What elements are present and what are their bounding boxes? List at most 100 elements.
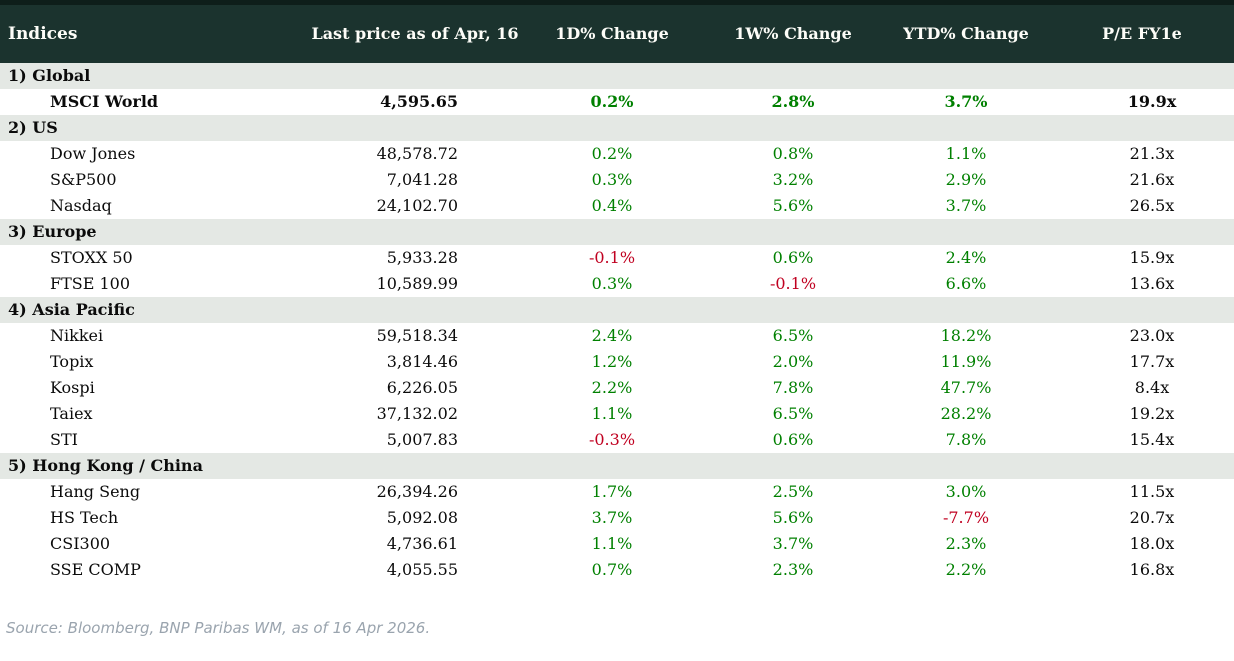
index-name-cell: Kospi [50, 378, 95, 397]
last-price-cell: 10,589.99 [376, 274, 458, 293]
index-name-cell: STOXX 50 [50, 248, 133, 267]
pe-fy1e-cell: 20.7x [1129, 508, 1175, 527]
pe-fy1e-cell: 21.6x [1129, 170, 1175, 189]
ytd-change-cell: 3.7% [945, 196, 987, 215]
column-header-1d-change: 1D% Change [555, 24, 669, 44]
ytd-change-cell: 2.2% [945, 560, 987, 579]
1d-change-cell: 0.3% [591, 274, 633, 293]
index-name-cell: Dow Jones [50, 144, 136, 163]
table-row: Topix 3,814.46 1.2% 2.0% 11.9% 17.7x [0, 348, 1234, 375]
last-price-cell: 6,226.05 [386, 378, 458, 397]
pe-fy1e-cell: 15.4x [1129, 430, 1175, 449]
index-name-cell: S&P500 [50, 170, 117, 189]
pe-fy1e-cell: 26.5x [1129, 196, 1175, 215]
ytd-change-cell: 18.2% [940, 326, 992, 345]
column-header-last-price: Last price as of Apr, 16 [311, 24, 519, 44]
1d-change-cell: 1.7% [591, 482, 633, 501]
1w-change-cell: 0.8% [772, 144, 814, 163]
index-name-cell: Taiex [50, 404, 93, 423]
ytd-change-cell: 47.7% [940, 378, 992, 397]
pe-fy1e-cell: 15.9x [1129, 248, 1175, 267]
index-name-cell: SSE COMP [50, 560, 141, 579]
last-price-cell: 3,814.46 [386, 352, 458, 371]
index-name-cell: Hang Seng [50, 482, 141, 501]
1d-change-cell: 0.2% [590, 92, 634, 111]
last-price-cell: 4,055.55 [386, 560, 458, 579]
column-header-pe-fy1e: P/E FY1e [1102, 24, 1182, 44]
table-row: Nasdaq 24,102.70 0.4% 5.6% 3.7% 26.5x [0, 192, 1234, 219]
section-row: 3) Europe [0, 218, 1234, 245]
index-name-cell: Nasdaq [50, 196, 112, 215]
section-label: 5) Hong Kong / China [8, 456, 203, 475]
section-row: 1) Global [0, 62, 1234, 89]
table-row: Taiex 37,132.02 1.1% 6.5% 28.2% 19.2x [0, 400, 1234, 427]
last-price-cell: 5,092.08 [386, 508, 458, 527]
table-row: Nikkei 59,518.34 2.4% 6.5% 18.2% 23.0x [0, 322, 1234, 349]
table-row: Hang Seng 26,394.26 1.7% 2.5% 3.0% 11.5x [0, 478, 1234, 505]
pe-fy1e-cell: 19.9x [1127, 92, 1177, 111]
index-name-cell: CSI300 [50, 534, 111, 553]
1d-change-cell: 0.2% [591, 144, 633, 163]
1w-change-cell: 5.6% [772, 508, 814, 527]
1w-change-cell: 3.7% [772, 534, 814, 553]
1w-change-cell: 0.6% [772, 248, 814, 267]
pe-fy1e-cell: 23.0x [1129, 326, 1175, 345]
section-row: 4) Asia Pacific [0, 296, 1234, 323]
last-price-cell: 37,132.02 [376, 404, 458, 423]
index-name-cell: FTSE 100 [50, 274, 131, 293]
1d-change-cell: 1.1% [591, 534, 633, 553]
1d-change-cell: -0.3% [588, 430, 636, 449]
last-price-cell: 48,578.72 [376, 144, 458, 163]
section-label: 4) Asia Pacific [8, 300, 135, 319]
source-note: Source: Bloomberg, BNP Paribas WM, as of… [6, 618, 431, 637]
table-row: S&P500 7,041.28 0.3% 3.2% 2.9% 21.6x [0, 166, 1234, 193]
ytd-change-cell: 28.2% [940, 404, 992, 423]
indices-page: Indices Last price as of Apr, 16 1D% Cha… [0, 2, 1234, 637]
1d-change-cell: 0.4% [591, 196, 633, 215]
ytd-change-cell: 3.7% [944, 92, 988, 111]
column-header-ytd-change: YTD% Change [903, 24, 1029, 44]
pe-fy1e-cell: 13.6x [1129, 274, 1175, 293]
pe-fy1e-cell: 16.8x [1129, 560, 1175, 579]
last-price-cell: 7,041.28 [386, 170, 458, 189]
pe-fy1e-cell: 8.4x [1134, 378, 1170, 397]
index-name-cell: STI [50, 430, 78, 449]
ytd-change-cell: 2.3% [945, 534, 987, 553]
pe-fy1e-cell: 21.3x [1129, 144, 1175, 163]
pe-fy1e-cell: 17.7x [1129, 352, 1175, 371]
table-row: MSCI World 4,595.65 0.2% 2.8% 3.7% 19.9x [0, 88, 1234, 115]
1w-change-cell: 3.2% [772, 170, 814, 189]
1d-change-cell: 1.2% [591, 352, 633, 371]
ytd-change-cell: 11.9% [940, 352, 992, 371]
1w-change-cell: 2.8% [771, 92, 815, 111]
1w-change-cell: -0.1% [769, 274, 817, 293]
ytd-change-cell: 1.1% [945, 144, 987, 163]
index-name-cell: HS Tech [50, 508, 119, 527]
ytd-change-cell: 7.8% [945, 430, 987, 449]
indices-table: Indices Last price as of Apr, 16 1D% Cha… [0, 2, 1234, 583]
table-row: STOXX 50 5,933.28 -0.1% 0.6% 2.4% 15.9x [0, 244, 1234, 271]
last-price-cell: 26,394.26 [376, 482, 458, 501]
1w-change-cell: 2.0% [772, 352, 814, 371]
last-price-cell: 24,102.70 [376, 196, 458, 215]
table-row: FTSE 100 10,589.99 0.3% -0.1% 6.6% 13.6x [0, 270, 1234, 297]
index-name-cell: MSCI World [50, 92, 159, 111]
section-row: 2) US [0, 114, 1234, 141]
table-row: SSE COMP 4,055.55 0.7% 2.3% 2.2% 16.8x [0, 556, 1234, 583]
section-label: 1) Global [8, 66, 91, 85]
last-price-cell: 5,007.83 [386, 430, 458, 449]
1w-change-cell: 7.8% [772, 378, 814, 397]
last-price-cell: 5,933.28 [386, 248, 458, 267]
last-price-cell: 4,595.65 [380, 92, 458, 111]
table-row: STI 5,007.83 -0.3% 0.6% 7.8% 15.4x [0, 426, 1234, 453]
1w-change-cell: 6.5% [772, 326, 814, 345]
1d-change-cell: 2.4% [591, 326, 633, 345]
1w-change-cell: 2.5% [772, 482, 814, 501]
table-header: Indices Last price as of Apr, 16 1D% Cha… [0, 2, 1234, 63]
1w-change-cell: 6.5% [772, 404, 814, 423]
index-name-cell: Nikkei [50, 326, 104, 345]
1w-change-cell: 5.6% [772, 196, 814, 215]
section-label: 2) US [8, 118, 58, 137]
section-row: 5) Hong Kong / China [0, 452, 1234, 479]
pe-fy1e-cell: 19.2x [1129, 404, 1175, 423]
